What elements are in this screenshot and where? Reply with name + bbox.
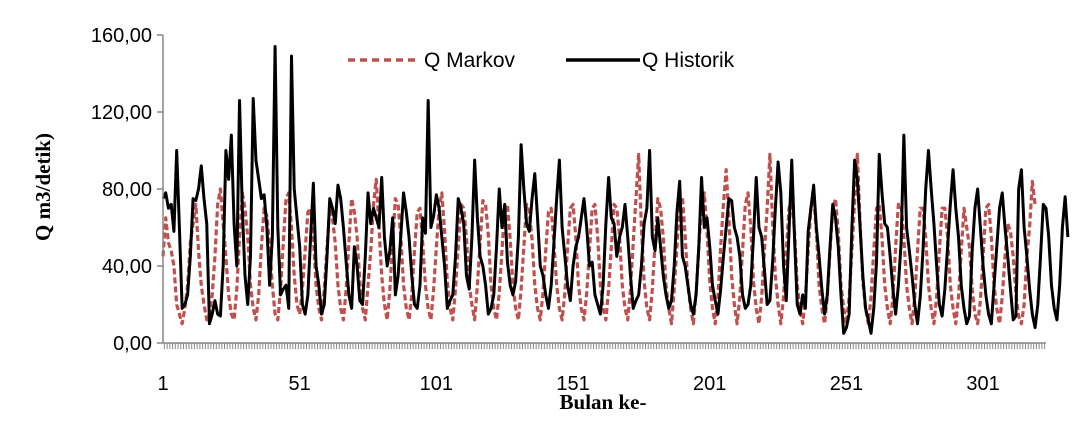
series-line-q-historik — [161, 45, 1070, 335]
x-tick-label: 151 — [556, 373, 589, 395]
x-axis-title: Bulan ke- — [560, 390, 647, 414]
x-tick-label: 251 — [830, 373, 863, 395]
plot-area — [161, 45, 1070, 335]
x-tick-label: 101 — [420, 373, 453, 395]
x-tick-label: 1 — [157, 373, 168, 395]
series-line-q-markov — [161, 152, 1037, 326]
y-tick-label: 40,00 — [102, 256, 152, 278]
y-tick-label: 120,00 — [91, 102, 152, 124]
x-tick-marks — [163, 343, 1046, 349]
x-axis: 1 51 101 151 201 251 301 — [157, 342, 1046, 395]
y-axis-title: Q m3/detik) — [31, 133, 55, 241]
legend-label-q-markov: Q Markov — [424, 49, 516, 72]
y-tick-label: 0,00 — [113, 333, 152, 355]
y-tick-label: 80,00 — [102, 179, 152, 201]
x-tick-label: 201 — [693, 373, 726, 395]
legend-label-q-historik: Q Historik — [642, 49, 735, 72]
y-tick-label: 160,00 — [91, 25, 152, 47]
x-tick-label: 51 — [289, 373, 311, 395]
x-tick-label: 301 — [966, 373, 999, 395]
legend: Q Markov Q Historik — [348, 49, 735, 72]
y-axis: 0,00 40,00 80,00 120,00 160,00 — [91, 25, 164, 355]
